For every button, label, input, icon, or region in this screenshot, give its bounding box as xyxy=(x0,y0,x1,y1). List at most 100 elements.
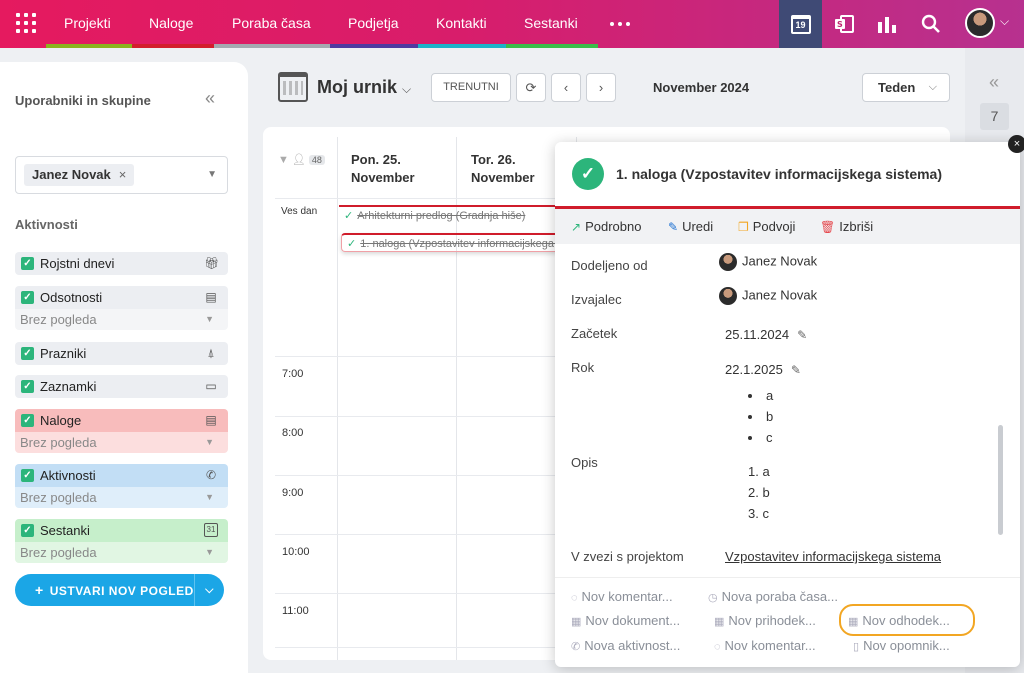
layer-view-select[interactable]: Brez pogleda ▼ xyxy=(15,432,228,453)
project-link[interactable]: Vzpostavitev informacijskega sistema xyxy=(725,549,942,564)
due-date-value[interactable]: 22.1.2025 ✎ xyxy=(725,362,801,377)
quick-new-comment-2[interactable]: ◌ Nov komentar... xyxy=(714,638,816,653)
phone-icon: ✆ xyxy=(205,468,217,482)
quick-new-income[interactable]: ▦ Nov prihodek... xyxy=(714,613,816,628)
checkbox-icon[interactable]: ✓ xyxy=(21,469,34,482)
create-view-button[interactable]: + USTVARI NOV POGLED ⌵ xyxy=(15,574,224,606)
checkbox-icon[interactable]: ✓ xyxy=(21,347,34,360)
clipboard-icon: ▤ xyxy=(205,290,217,304)
field-label: Začetek xyxy=(571,326,618,341)
chevron-left-icon[interactable]: ‹ xyxy=(551,73,581,102)
user-avatar[interactable] xyxy=(965,8,995,38)
nav-item-poraba-casa[interactable]: Poraba časa xyxy=(232,15,311,31)
quick-new-reminder[interactable]: ▯ Nov opomnik... xyxy=(853,638,950,653)
layer-toggle[interactable]: ✓ Prazniki ⍋ xyxy=(15,342,228,365)
hour-label: 7:00 xyxy=(282,368,304,380)
dropdown-caret-icon: ▼ xyxy=(205,547,214,557)
svg-text:S: S xyxy=(837,20,843,29)
nav-item-podjetja[interactable]: Podjetja xyxy=(348,15,399,31)
nav-item-sestanki[interactable]: Sestanki xyxy=(524,15,578,31)
assignee-value[interactable]: Janez Novak xyxy=(719,287,817,305)
layer-view-select[interactable]: Brez pogleda ▼ xyxy=(15,309,228,330)
calendar-event[interactable]: ✓ Arhitekturni predlog (Gradnja hiše) xyxy=(339,205,557,224)
checkbox-icon[interactable]: ✓ xyxy=(21,524,34,537)
right-sidebar-badge[interactable]: 7 xyxy=(980,103,1009,130)
hour-label: 9:00 xyxy=(282,487,304,499)
nav-item-kontakti[interactable]: Kontakti xyxy=(436,15,487,31)
view-selector[interactable]: Moj urnik ⌵ xyxy=(317,77,412,97)
phone-icon: ✆ xyxy=(571,641,581,653)
today-button[interactable]: TRENUTNI xyxy=(431,73,511,102)
layer-toggle[interactable]: ✓ Naloge ▤ xyxy=(15,409,228,432)
layer-toggle[interactable]: ✓ Zaznamki ▭ xyxy=(15,375,228,398)
apps-grid-icon[interactable] xyxy=(16,13,36,33)
checkbox-icon[interactable]: ✓ xyxy=(21,257,34,270)
calendar-filters[interactable]: ▼ 👤︎ 48 xyxy=(278,153,325,166)
create-view-label[interactable]: + USTVARI NOV POGLED xyxy=(35,582,194,598)
month-label: November 2024 xyxy=(653,80,750,95)
user-icon[interactable]: 👤︎ xyxy=(291,154,306,166)
exchange-icon[interactable]: S xyxy=(832,12,856,36)
reports-icon[interactable] xyxy=(875,12,899,36)
calendar-event[interactable]: ✓ 1. naloga (Vzpostavitev informacijskega… xyxy=(341,233,577,252)
quick-new-activity[interactable]: ✆ Nova aktivnost... xyxy=(571,638,681,653)
gift-icon: 🎁︎ xyxy=(204,256,220,270)
day-header[interactable]: Tor. 26. November xyxy=(471,152,535,185)
checkbox-icon[interactable]: ✓ xyxy=(21,414,34,427)
completed-check-icon[interactable]: ✓ xyxy=(572,158,604,190)
quick-new-comment[interactable]: ◌ Nov komentar... xyxy=(571,589,673,604)
layer-toggle[interactable]: ✓ Sestanki 31 xyxy=(15,519,228,542)
close-icon[interactable]: × xyxy=(1008,135,1024,153)
filter-icon[interactable]: ▼ xyxy=(278,154,289,166)
layer-sestanki: ✓ Sestanki 31 Brez pogleda ▼ xyxy=(15,519,228,563)
more-dots-icon[interactable] xyxy=(610,22,630,26)
period-select[interactable]: Teden ⌵ xyxy=(862,73,950,102)
remove-chip-icon[interactable]: × xyxy=(118,167,127,182)
layer-toggle[interactable]: ✓ Aktivnosti ✆ xyxy=(15,464,228,487)
avatar xyxy=(719,253,737,271)
layer-view-select[interactable]: Brez pogleda ▼ xyxy=(15,487,228,508)
edit-button[interactable]: ✎ Uredi xyxy=(668,219,714,234)
list-item: a xyxy=(748,461,773,482)
layer-zaznamki: ✓ Zaznamki ▭ xyxy=(15,375,228,398)
detail-button[interactable]: ↗ Podrobno xyxy=(571,219,642,234)
layer-view-select[interactable]: Brez pogleda ▼ xyxy=(15,542,228,563)
dropdown-caret-icon[interactable]: ▼ xyxy=(207,169,217,180)
calendar-icon[interactable]: 19 xyxy=(779,0,822,48)
dropdown-caret-icon: ▼ xyxy=(205,437,214,447)
quick-new-time-entry[interactable]: ◷ Nova poraba časa... xyxy=(708,589,838,604)
nav-item-projekti[interactable]: Projekti xyxy=(64,15,111,31)
day-header[interactable]: Pon. 25. November xyxy=(351,152,415,185)
collapse-left-icon[interactable]: « xyxy=(205,88,216,108)
expand-right-icon[interactable]: « xyxy=(989,72,1000,92)
nav-underline-naloge xyxy=(132,44,214,48)
duplicate-button[interactable]: ❐ Podvoji xyxy=(738,219,796,234)
user-chip: Janez Novak × xyxy=(24,164,135,186)
checkbox-icon[interactable]: ✓ xyxy=(21,291,34,304)
layer-label: Odsotnosti xyxy=(40,290,103,305)
quick-new-expense[interactable]: ▦ Nov odhodek... xyxy=(848,613,950,628)
layer-rojstni-dnevi: ✓ Rojstni dnevi 🎁︎ xyxy=(15,252,228,275)
chevron-down-icon[interactable]: ⌵ xyxy=(1000,14,1010,28)
layer-odsotnosti: ✓ Odsotnosti ▤ Brez pogleda ▼ xyxy=(15,286,228,330)
layer-toggle[interactable]: ✓ Rojstni dnevi 🎁︎ xyxy=(15,252,228,275)
pencil-icon[interactable]: ✎ xyxy=(797,328,808,342)
user-select[interactable]: Janez Novak × ▼ xyxy=(15,156,228,194)
layer-toggle[interactable]: ✓ Odsotnosti ▤ xyxy=(15,286,228,309)
nav-underline-poraba xyxy=(214,44,330,48)
chevron-right-icon[interactable]: › xyxy=(586,73,616,102)
checkbox-icon[interactable]: ✓ xyxy=(21,380,34,393)
quick-new-document[interactable]: ▦ Nov dokument... xyxy=(571,613,681,628)
comment-icon: ◌ xyxy=(714,641,721,653)
assigned-by-value[interactable]: Janez Novak xyxy=(719,253,817,271)
pencil-icon[interactable]: ✎ xyxy=(790,363,801,377)
search-icon[interactable] xyxy=(919,12,943,36)
delete-button[interactable]: 🗑︎ Izbriši xyxy=(820,219,874,234)
description-scrollbar[interactable] xyxy=(998,425,1003,535)
refresh-icon[interactable]: ⟳ xyxy=(516,73,546,102)
nav-underline-kontakti xyxy=(418,44,506,48)
chevron-down-icon[interactable]: ⌵ xyxy=(194,574,224,606)
nav-item-naloge[interactable]: Naloge xyxy=(149,15,194,31)
user-count-badge: 48 xyxy=(308,155,325,165)
start-date-value[interactable]: 25.11.2024 ✎ xyxy=(725,327,808,342)
